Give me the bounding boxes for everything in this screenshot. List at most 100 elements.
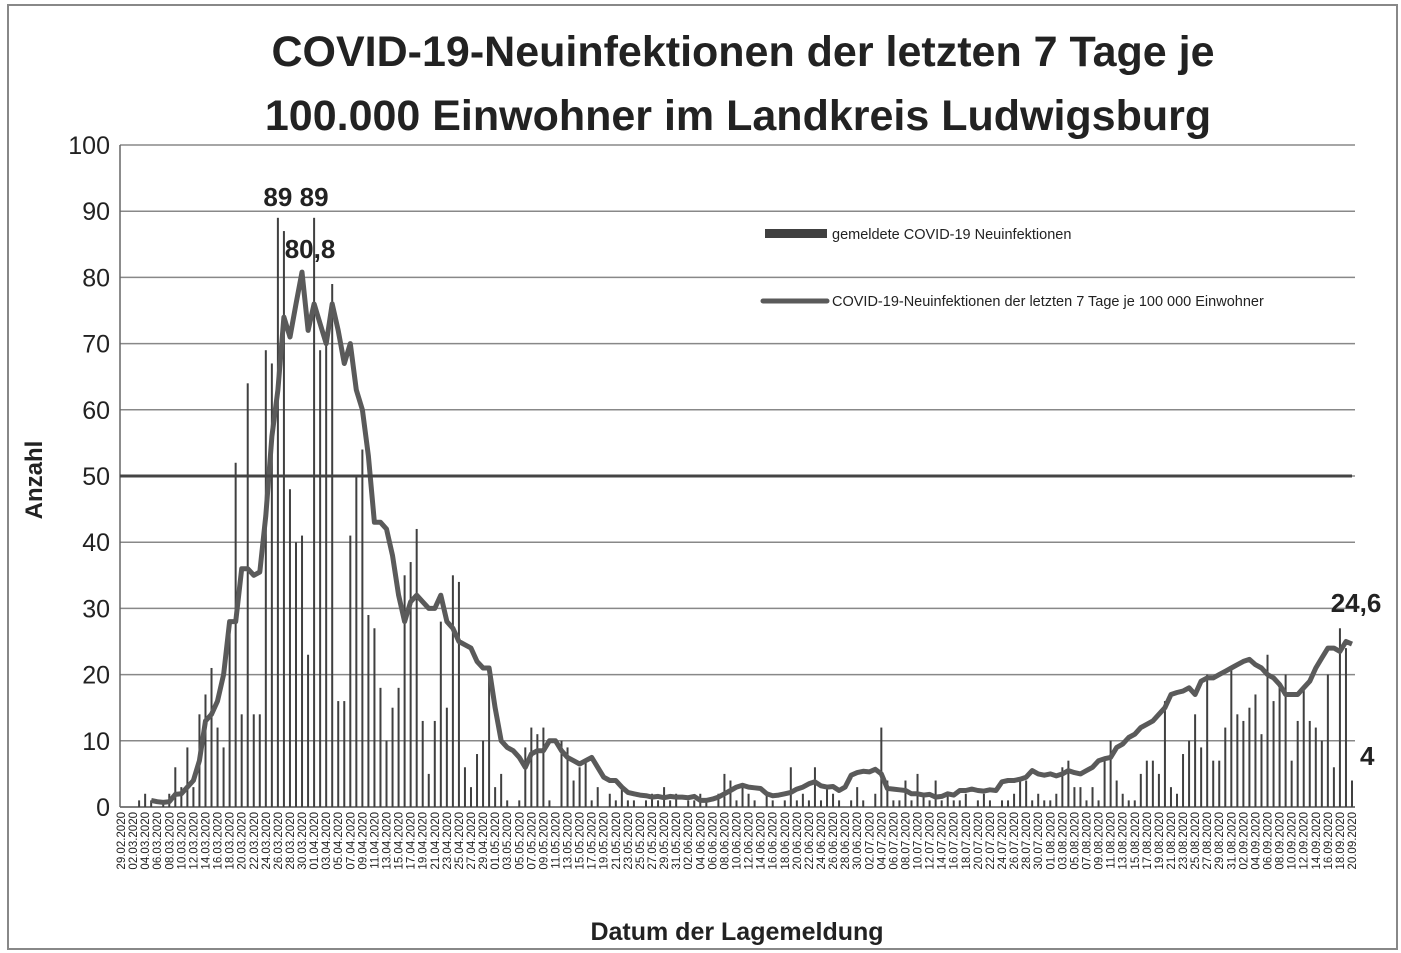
- bar: [632, 800, 635, 807]
- bar: [976, 800, 979, 807]
- y-tick-label: 70: [82, 331, 110, 359]
- x-tick-label: 22.06.2020: [804, 812, 816, 870]
- bar: [174, 767, 177, 807]
- bar: [506, 800, 509, 807]
- bar: [813, 767, 816, 807]
- x-tick-label: 28.03.2020: [285, 812, 297, 870]
- bar: [620, 787, 623, 807]
- x-tick-label: 24.06.2020: [816, 812, 828, 870]
- bar: [1073, 787, 1076, 807]
- bar: [439, 621, 442, 807]
- bar: [916, 773, 919, 807]
- bar: [644, 800, 647, 807]
- bar: [608, 793, 611, 807]
- bar: [1296, 720, 1299, 807]
- bar: [337, 701, 340, 807]
- x-tick-label: 18.07.2020: [961, 812, 973, 870]
- x-tick-label: 17.04.2020: [406, 812, 418, 870]
- x-tick-label: 30.07.2020: [1033, 812, 1045, 870]
- x-tick-label: 29.04.2020: [478, 812, 490, 870]
- x-tick-label: 30.06.2020: [852, 812, 864, 870]
- bar: [1332, 767, 1335, 807]
- x-tick-label: 26.07.2020: [1009, 812, 1021, 870]
- x-tick-label: 05.05.2020: [514, 812, 526, 870]
- y-tick-label: 80: [82, 264, 110, 292]
- bar: [1139, 773, 1142, 807]
- x-tick-label: 20.09.2020: [1347, 812, 1359, 870]
- bar: [463, 767, 466, 807]
- chart-title: COVID-19-Neuinfektionen der letzten 7 Ta…: [272, 28, 1215, 76]
- bar: [1085, 800, 1088, 807]
- bar: [1145, 760, 1148, 807]
- x-tick-label: 06.03.2020: [152, 812, 164, 870]
- bar: [1169, 787, 1172, 807]
- bar: [222, 747, 225, 807]
- bar: [210, 667, 213, 807]
- x-tick-label: 14.06.2020: [756, 812, 768, 870]
- bar: [301, 535, 304, 807]
- data-label: 24,6: [1331, 588, 1382, 618]
- bar: [1200, 747, 1203, 807]
- bar: [1236, 714, 1239, 807]
- x-tick-label: 10.03.2020: [176, 812, 188, 870]
- bar: [379, 687, 382, 807]
- x-tick-label: 27.04.2020: [466, 812, 478, 870]
- x-tick-label: 14.07.2020: [937, 812, 949, 870]
- bar: [1351, 780, 1353, 807]
- bar: [717, 793, 720, 807]
- x-tick-label: 07.05.2020: [526, 812, 538, 870]
- bar: [874, 793, 877, 807]
- bar: [319, 350, 322, 807]
- bar: [771, 800, 774, 807]
- bar: [946, 793, 949, 807]
- x-tick-label: 27.08.2020: [1202, 812, 1214, 870]
- bar: [964, 793, 967, 807]
- bar: [403, 575, 406, 807]
- bar: [204, 694, 207, 807]
- bar: [361, 449, 364, 807]
- bar: [1266, 654, 1269, 807]
- bar: [1115, 780, 1118, 807]
- bar: [451, 575, 454, 807]
- bar: [1031, 800, 1034, 807]
- x-tick-label: 27.05.2020: [647, 812, 659, 870]
- bar: [910, 800, 913, 807]
- x-tick-label: 06.06.2020: [707, 812, 719, 870]
- y-tick-label: 50: [82, 463, 110, 491]
- x-tick-label: 19.08.2020: [1154, 812, 1166, 870]
- bar: [270, 363, 273, 807]
- bar: [288, 489, 291, 807]
- x-tick-label: 30.03.2020: [297, 812, 309, 870]
- bar: [1037, 793, 1040, 807]
- x-tick-label: 29.05.2020: [659, 812, 671, 870]
- bar: [409, 562, 412, 807]
- bar: [560, 740, 563, 807]
- bar: [1218, 760, 1221, 807]
- bar: [988, 800, 991, 807]
- bar: [325, 343, 328, 807]
- x-tick-label: 14.09.2020: [1311, 812, 1323, 870]
- x-tick-label: 03.05.2020: [502, 812, 514, 870]
- y-tick-label: 20: [82, 662, 110, 690]
- x-tick-label: 12.06.2020: [744, 812, 756, 870]
- x-tick-label: 24.07.2020: [997, 812, 1009, 870]
- x-tick-label: 02.09.2020: [1238, 812, 1250, 870]
- bar: [886, 780, 889, 807]
- bar: [1254, 694, 1257, 807]
- bar: [518, 800, 521, 807]
- bar: [294, 542, 297, 807]
- bar: [180, 787, 183, 807]
- bar: [494, 787, 497, 807]
- bar: [1001, 800, 1004, 807]
- bar: [1290, 760, 1293, 807]
- bar: [307, 654, 310, 807]
- x-tick-label: 08.07.2020: [900, 812, 912, 870]
- bar: [801, 793, 804, 807]
- bar: [783, 800, 786, 807]
- bar: [928, 800, 931, 807]
- bar: [1176, 793, 1179, 807]
- x-tick-label: 25.04.2020: [454, 812, 466, 870]
- bar: [264, 350, 267, 807]
- bar: [1320, 740, 1323, 807]
- x-tick-label: 15.05.2020: [575, 812, 587, 870]
